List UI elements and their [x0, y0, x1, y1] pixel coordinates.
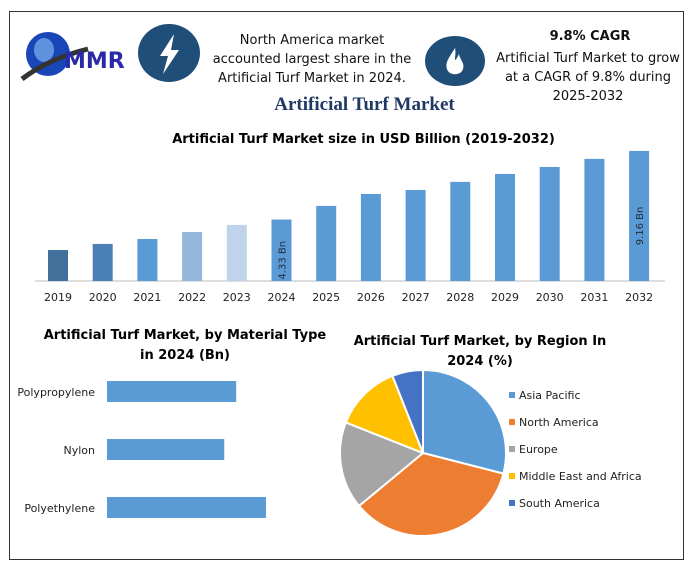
x-tick-2020: 2020 [89, 291, 117, 304]
label-polypropylene: Polypropylene [17, 386, 95, 399]
x-tick-2030: 2030 [536, 291, 564, 304]
region-chart-title: Artificial Turf Market, by Region In 202… [353, 334, 607, 369]
bar-polypropylene [107, 381, 237, 402]
legend-label: Europe [519, 443, 558, 456]
bar-2025 [316, 205, 337, 281]
x-tick-2028: 2028 [446, 291, 474, 304]
bar-nylon [107, 439, 225, 460]
highlight-north-america: North America market accounted largest s… [212, 33, 412, 86]
flame-icon [425, 36, 485, 86]
cagr-title: 9.8% CAGR [549, 29, 631, 44]
bar-2032 [629, 150, 650, 281]
bar-2027 [405, 189, 426, 281]
x-tick-2029: 2029 [491, 291, 519, 304]
label-polyethylene: Polyethylene [24, 502, 95, 515]
slice-south-america [391, 368, 424, 454]
cagr-text: Artificial Turf Market to grow at a CAGR… [496, 51, 680, 104]
x-tick-2025: 2025 [312, 291, 340, 304]
material-chart-title: Artificial Turf Market, by Material Type… [43, 328, 327, 363]
bar-2029 [495, 173, 515, 281]
bar-2019 [48, 250, 68, 281]
bar-polyethylene [107, 497, 266, 518]
slice-europe [339, 421, 425, 508]
legend-swatch [509, 473, 515, 479]
svg-text:MMR: MMR [64, 49, 125, 74]
frame [9, 11, 684, 560]
legend-swatch [509, 500, 515, 506]
mmr-logo: MMR [20, 32, 125, 81]
label-nylon: Nylon [64, 444, 96, 457]
bar-2030 [539, 166, 560, 281]
legend-swatch [509, 392, 515, 398]
bar-2026 [360, 193, 381, 281]
slice-north-america [357, 451, 505, 537]
main-title: Artificial Turf Market [274, 94, 455, 115]
x-tick-2024: 2024 [268, 291, 296, 304]
slice-asia-pacific [422, 368, 507, 475]
bar-2022 [182, 232, 203, 281]
bar-2020 [92, 243, 113, 281]
x-tick-2019: 2019 [44, 291, 72, 304]
bar-chart-title: Artificial Turf Market size in USD Billi… [172, 132, 555, 147]
x-tick-2023: 2023 [223, 291, 251, 304]
legend-swatch [509, 446, 515, 452]
data-label-2024: 4.33 Bn [278, 241, 289, 280]
bar-2028 [450, 181, 471, 281]
x-tick-2031: 2031 [580, 291, 608, 304]
legend-label: South America [519, 497, 600, 510]
x-tick-2021: 2021 [133, 291, 161, 304]
bar-2031 [584, 158, 605, 281]
legend-swatch [509, 419, 515, 425]
legend-label: North America [519, 416, 599, 429]
x-tick-2027: 2027 [402, 291, 430, 304]
data-label-2032: 9.16 Bn [635, 207, 646, 246]
slice-middle-east-and-africa [344, 374, 425, 455]
market-size-bar-chart: 2019 2020 2021 2022 2023 2024 4.33 Bn 2025 2026 2… [35, 150, 665, 304]
x-tick-2022: 2022 [178, 291, 206, 304]
legend-label: Asia Pacific [519, 389, 581, 402]
bar-2024 [271, 219, 292, 281]
lightning-icon [138, 24, 200, 82]
material-bar-chart: Polypropylene Nylon Polyethylene [17, 381, 266, 518]
region-pie-chart: Asia Pacific North America Europe Middle Ea… [339, 368, 642, 537]
bar-2023 [226, 224, 247, 281]
x-tick-2032: 2032 [625, 291, 653, 304]
x-tick-2026: 2026 [357, 291, 385, 304]
legend-label: Middle East and Africa [519, 470, 642, 483]
bar-2021 [137, 238, 158, 281]
